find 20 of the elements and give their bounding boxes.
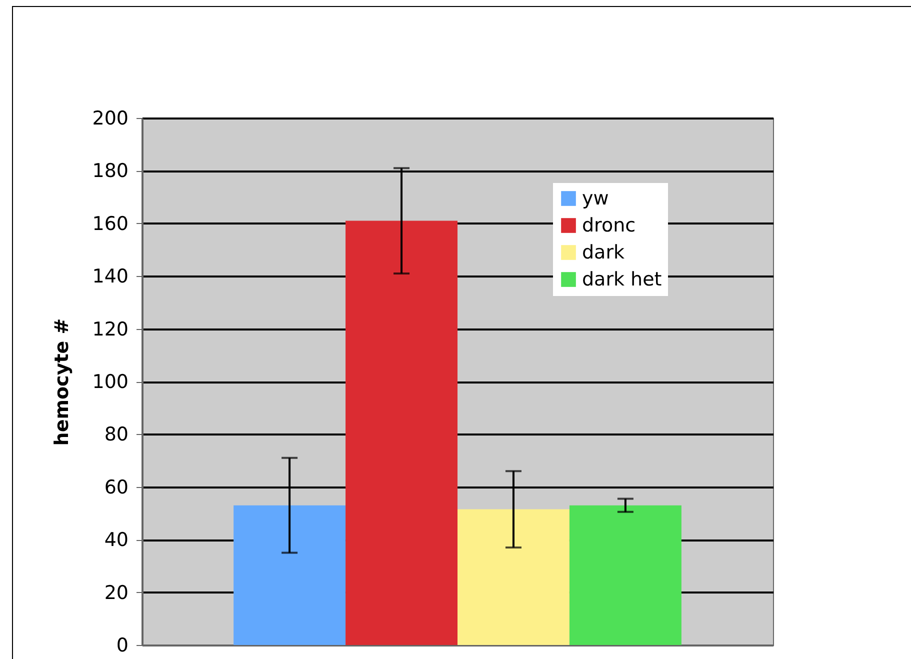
y-tick-label: 20 bbox=[104, 582, 128, 604]
bar bbox=[234, 505, 346, 645]
y-tick-label: 0 bbox=[116, 634, 128, 656]
y-tick-label: 40 bbox=[104, 529, 128, 552]
bar bbox=[346, 220, 458, 645]
y-tick-label: 180 bbox=[92, 160, 128, 182]
y-tick-label: 200 bbox=[92, 108, 128, 130]
y-tick-label: 120 bbox=[92, 318, 128, 340]
y-tick-label: 160 bbox=[92, 212, 128, 235]
legend-label: dronc bbox=[582, 214, 636, 236]
y-tick-label: 140 bbox=[92, 266, 128, 288]
y-tick-label: 100 bbox=[92, 371, 128, 393]
y-tick-label: 80 bbox=[104, 424, 128, 446]
y-tick-label: 60 bbox=[104, 476, 128, 498]
legend-label: dark bbox=[582, 242, 625, 264]
legend-label: dark het bbox=[582, 268, 662, 290]
legend-label: yw bbox=[582, 188, 609, 210]
bar bbox=[458, 509, 570, 645]
y-axis-title: hemocyte # bbox=[51, 318, 74, 446]
bar bbox=[569, 505, 682, 645]
